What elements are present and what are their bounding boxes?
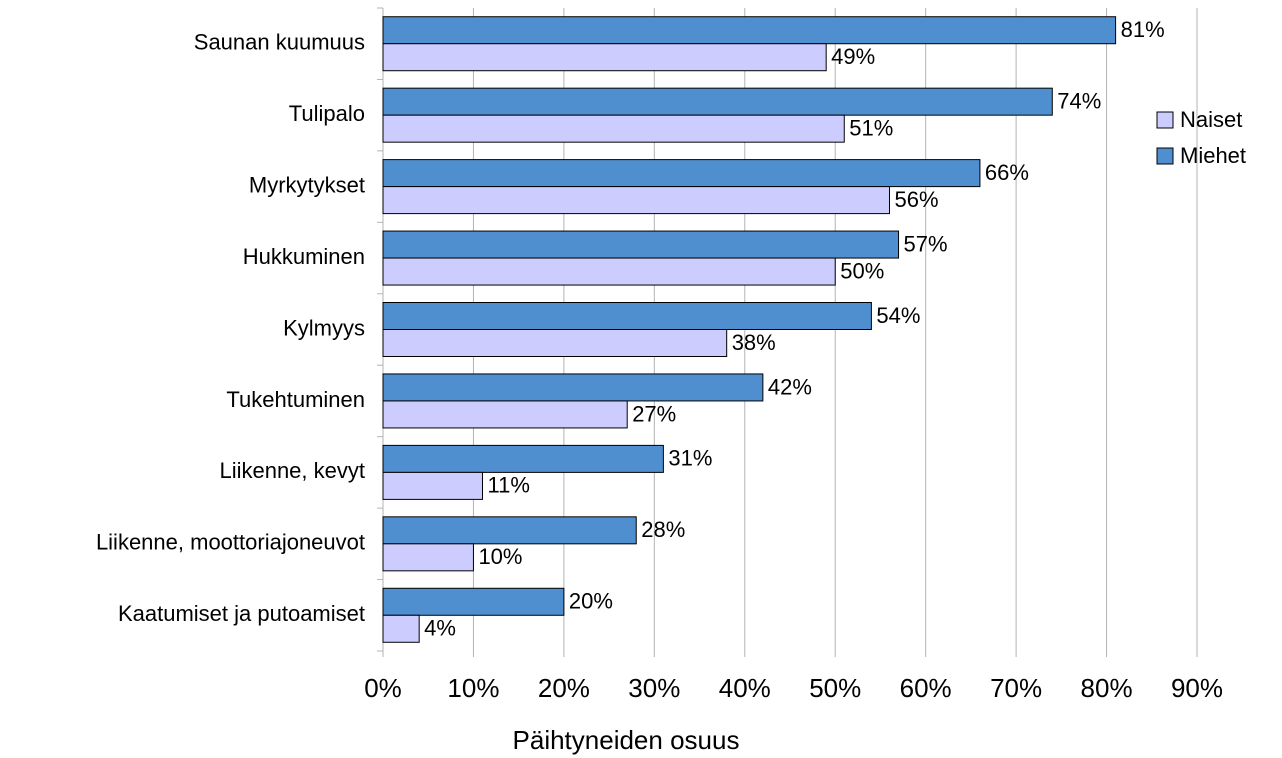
value-label: 4% <box>424 616 456 641</box>
value-label: 66% <box>985 160 1029 185</box>
legend-label: Miehet <box>1180 143 1246 168</box>
x-axis-title: Päihtyneiden osuus <box>513 725 740 755</box>
bar <box>382 257 836 286</box>
y-tick-label: Kaatumiset ja putoamiset <box>118 601 365 626</box>
bar <box>382 159 981 188</box>
y-tick-label: Myrkytykset <box>249 172 365 197</box>
bar <box>382 543 474 572</box>
bar <box>382 329 728 357</box>
x-tick-label: 20% <box>538 673 590 703</box>
legend-swatch <box>1156 111 1174 129</box>
bar <box>382 114 845 143</box>
value-label: 50% <box>840 258 884 283</box>
y-tick-label: Kylmyys <box>283 315 365 340</box>
x-tick-label: 90% <box>1171 673 1223 703</box>
x-tick-label: 0% <box>364 673 402 703</box>
value-label: 74% <box>1057 88 1101 113</box>
value-label: 51% <box>849 115 893 140</box>
bar <box>382 230 900 259</box>
bar <box>382 87 1053 116</box>
value-label: 28% <box>641 517 685 542</box>
x-tick-label: 40% <box>719 673 771 703</box>
value-label: 81% <box>1121 17 1165 42</box>
value-label: 49% <box>831 44 875 69</box>
legend-swatch <box>1156 147 1174 165</box>
y-tick-label: Hukkuminen <box>243 244 365 269</box>
bar <box>382 587 565 616</box>
value-label: 56% <box>894 187 938 212</box>
y-tick-label: Tukehtuminen <box>226 387 365 412</box>
value-label: 38% <box>732 330 776 355</box>
bar <box>382 16 1117 45</box>
value-label: 10% <box>478 544 522 569</box>
x-tick-label: 70% <box>990 673 1042 703</box>
value-label: 20% <box>569 589 613 614</box>
bar <box>382 400 628 429</box>
x-tick-label: 50% <box>809 673 861 703</box>
y-tick-label: Saunan kuumuus <box>194 30 365 55</box>
value-label: 57% <box>904 231 948 256</box>
value-label: 11% <box>487 473 529 498</box>
value-label: 31% <box>668 446 712 471</box>
bar <box>382 471 483 500</box>
bar <box>382 516 637 545</box>
y-tick-label: Liikenne, kevyt <box>219 458 365 483</box>
bar <box>382 302 872 330</box>
y-tick-label: Liikenne, moottoriajoneuvot <box>96 530 365 555</box>
bar <box>382 614 420 643</box>
y-tick-label: Tulipalo <box>289 101 365 126</box>
x-tick-label: 10% <box>447 673 499 703</box>
x-tick-label: 80% <box>1081 673 1133 703</box>
legend-label: Naiset <box>1180 107 1242 132</box>
x-tick-label: 60% <box>900 673 952 703</box>
bar <box>382 444 664 473</box>
value-label: 42% <box>768 374 812 399</box>
value-label: 54% <box>876 303 920 328</box>
x-tick-label: 30% <box>628 673 680 703</box>
bar <box>382 186 890 215</box>
bar <box>382 43 827 72</box>
value-label: 27% <box>632 401 676 426</box>
bar <box>382 373 764 402</box>
